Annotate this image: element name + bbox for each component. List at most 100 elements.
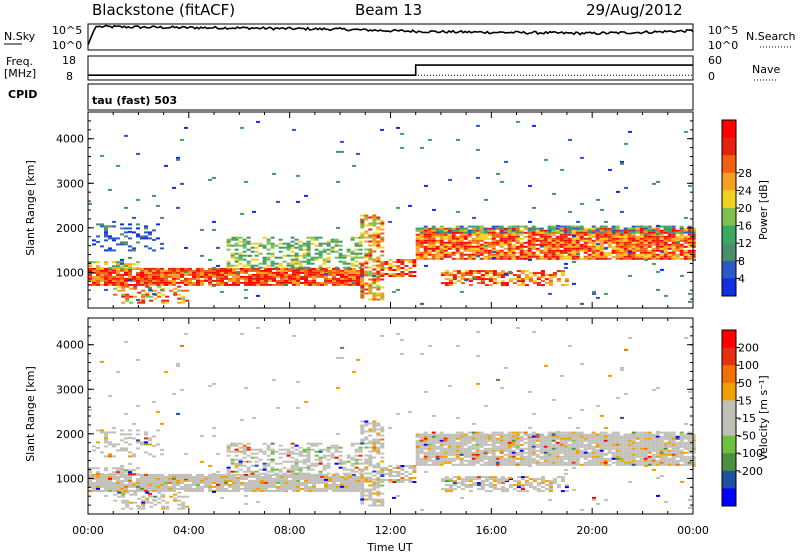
- power-cell: [112, 265, 116, 268]
- power-cell: [515, 229, 520, 232]
- power-cell: [447, 237, 452, 240]
- velocity-cell: [523, 457, 528, 460]
- velocity-cell: [254, 464, 259, 467]
- velocity-cell: [579, 453, 584, 456]
- velocity-cell: [338, 466, 343, 469]
- velocity-cell: [128, 471, 132, 474]
- velocity-cell: [515, 445, 520, 448]
- velocity-cell: [364, 436, 369, 439]
- power-cell: [376, 246, 381, 249]
- power-cell: [264, 281, 268, 284]
- velocity-cell: [164, 483, 168, 486]
- power-cell: [112, 239, 116, 242]
- power-cell: [539, 233, 544, 236]
- velocity-cell: [479, 451, 484, 454]
- velocity-cell: [116, 473, 120, 476]
- power-cell: [96, 281, 100, 284]
- velocity-cell: [300, 473, 304, 476]
- velocity-cell: [631, 463, 636, 466]
- power-cell: [591, 245, 596, 248]
- power-cell: [515, 225, 520, 228]
- power-cell: [483, 235, 488, 238]
- power-cell: [663, 225, 668, 228]
- velocity-cell: [278, 448, 283, 451]
- velocity-cell: [121, 495, 126, 498]
- power-cell: [312, 269, 316, 272]
- power-cell: [675, 257, 680, 260]
- velocity-cell: [368, 488, 373, 491]
- power-cell: [181, 301, 186, 304]
- power-cell: [308, 281, 312, 284]
- power-cell: [368, 248, 373, 251]
- power-cell: [691, 245, 696, 248]
- cpid-panel-frame: [87, 83, 694, 111]
- power-cell: [128, 263, 132, 266]
- power-cell: [296, 277, 300, 280]
- power-cell: [144, 281, 148, 284]
- power-cell: [475, 229, 480, 232]
- power-cell: [252, 277, 256, 280]
- velocity-cell: [499, 441, 504, 444]
- power-cell: [308, 273, 312, 276]
- velocity-cell: [679, 457, 684, 460]
- power-cell: [320, 283, 324, 286]
- velocity-cell: [356, 479, 360, 482]
- velocity-cell: [246, 470, 251, 473]
- velocity-cell: [340, 477, 344, 480]
- velocity-cell: [272, 489, 276, 492]
- velocity-cell: [595, 445, 600, 448]
- power-cell: [308, 267, 312, 270]
- velocity-cell: [563, 435, 568, 438]
- power-cell: [302, 252, 307, 255]
- velocity-cell: [108, 479, 112, 482]
- power-cell: [619, 229, 624, 232]
- velocity-cell: [172, 481, 176, 484]
- power-cell: [260, 281, 264, 284]
- velocity-cell: [240, 483, 244, 486]
- velocity-cell: [100, 489, 104, 492]
- power-cell: [278, 256, 283, 259]
- velocity-cell: [294, 462, 299, 465]
- velocity-cell: [152, 483, 156, 486]
- velocity-cell: [224, 479, 228, 482]
- velocity-cell: [583, 455, 588, 458]
- power-cell: [336, 226, 340, 229]
- velocity-cell: [352, 477, 356, 480]
- power-cell: [346, 250, 351, 253]
- power-cell: [116, 271, 120, 274]
- velocity-cell: [404, 475, 409, 477]
- power-cell: [643, 237, 648, 240]
- power-cell: [543, 235, 548, 238]
- power-cell: [671, 245, 676, 248]
- power-cell: [423, 247, 428, 250]
- velocity-cell: [372, 504, 377, 507]
- power-cell: [280, 267, 284, 270]
- power-cell: [368, 234, 373, 237]
- velocity-cell: [152, 455, 156, 458]
- velocity-cell: [148, 483, 152, 486]
- velocity-cell: [176, 487, 180, 490]
- power-cell: [652, 182, 656, 185]
- velocity-cell: [153, 495, 158, 498]
- power-cell: [316, 275, 320, 278]
- power-cell: [427, 257, 432, 260]
- power-cell: [603, 235, 608, 238]
- power-cell: [236, 273, 240, 276]
- power-cell: [104, 229, 108, 232]
- velocity-cell: [360, 468, 365, 471]
- power-cell: [264, 269, 268, 272]
- velocity-cell: [244, 489, 248, 492]
- power-cell: [168, 279, 172, 282]
- power-cell: [234, 248, 239, 251]
- power-cell: [651, 239, 656, 242]
- power-cell: [104, 281, 108, 284]
- station-title: Blackstone (fitACF): [92, 1, 235, 19]
- power-cell: [100, 275, 104, 278]
- velocity-cell: [647, 459, 652, 462]
- velocity-cell: [627, 447, 632, 450]
- power-cell: [360, 272, 365, 275]
- velocity-cell: [491, 459, 496, 462]
- power-cell: [595, 237, 600, 240]
- velocity-cell: [511, 459, 516, 462]
- velocity-cell: [350, 444, 355, 447]
